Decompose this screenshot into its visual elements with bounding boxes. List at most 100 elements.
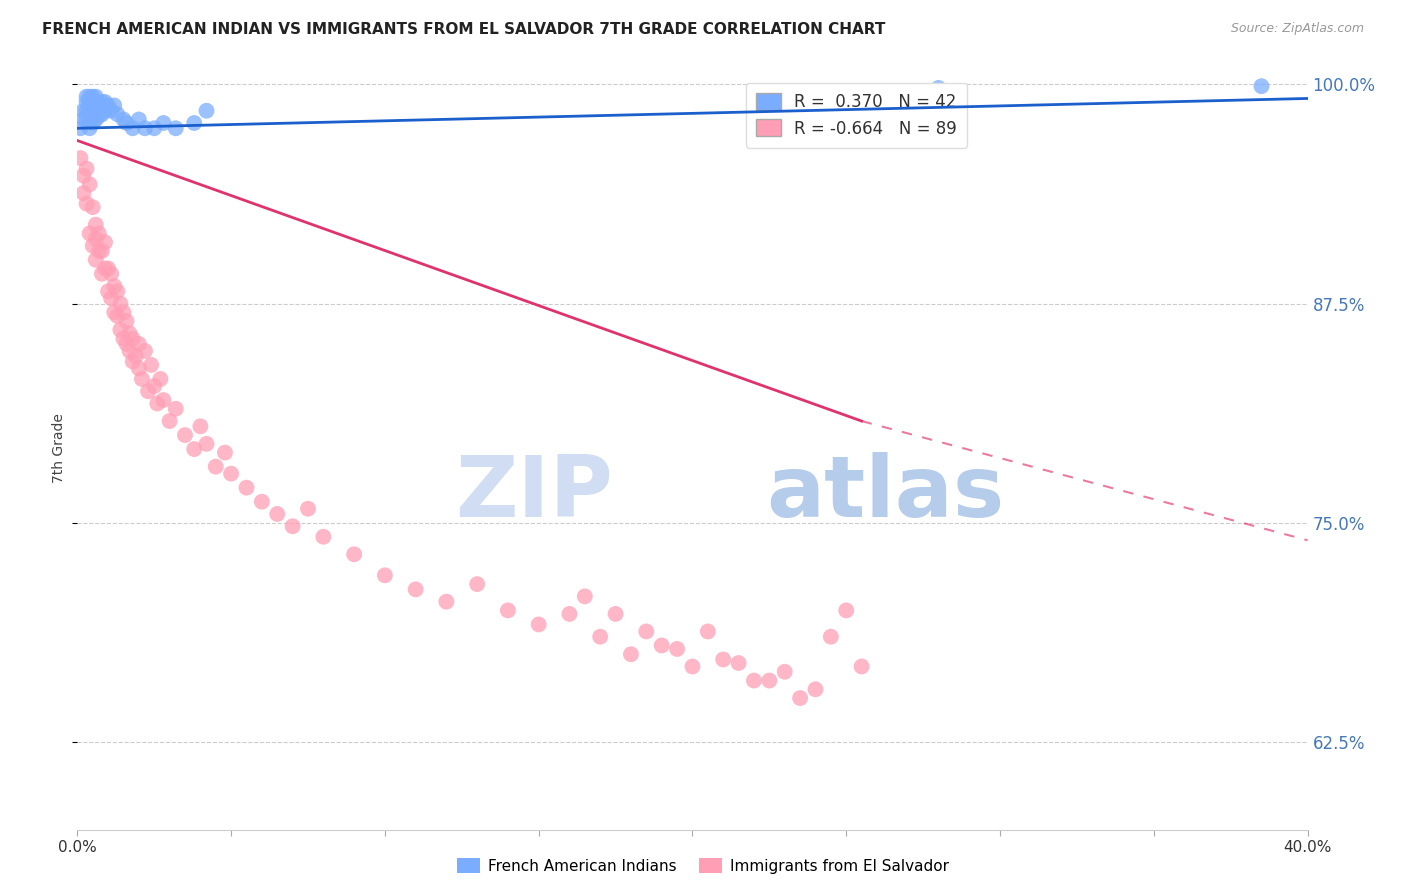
Point <box>1250 79 1272 94</box>
Point <box>121 121 143 136</box>
Point <box>94 235 117 250</box>
Point <box>82 89 104 103</box>
Point <box>97 98 120 112</box>
Point <box>696 624 718 639</box>
Point <box>121 354 143 368</box>
Point <box>128 337 150 351</box>
Point <box>149 372 172 386</box>
Point <box>72 103 94 118</box>
Point <box>84 112 107 127</box>
Point <box>97 261 120 276</box>
Point <box>727 656 749 670</box>
Point <box>758 673 780 688</box>
Point <box>558 607 581 621</box>
Point <box>76 196 98 211</box>
Point <box>235 481 257 495</box>
Point <box>131 372 153 386</box>
Point <box>76 89 98 103</box>
Text: atlas: atlas <box>766 452 1004 535</box>
Point <box>188 419 212 434</box>
Point <box>128 361 150 376</box>
Point <box>112 332 135 346</box>
Point <box>87 227 110 241</box>
Point <box>90 95 114 109</box>
Point <box>374 568 396 582</box>
Legend: R =  0.370   N = 42, R = -0.664   N = 89: R = 0.370 N = 42, R = -0.664 N = 89 <box>747 83 967 147</box>
Point <box>266 507 288 521</box>
Point <box>87 244 110 258</box>
Point <box>84 218 107 232</box>
Point <box>574 590 596 604</box>
Point <box>72 186 94 201</box>
Point <box>84 252 107 267</box>
Point <box>195 103 218 118</box>
Point <box>110 296 132 310</box>
Point <box>82 98 104 112</box>
Point <box>405 582 427 597</box>
Point <box>115 314 138 328</box>
Point <box>82 109 104 123</box>
Point <box>165 121 187 136</box>
Point <box>94 103 117 118</box>
Point <box>804 682 827 697</box>
Point <box>835 603 858 617</box>
Point <box>118 326 141 341</box>
Point <box>651 639 673 653</box>
Point <box>589 630 612 644</box>
Point <box>76 161 98 176</box>
Point <box>79 95 101 109</box>
Point <box>143 379 166 393</box>
Point <box>496 603 519 617</box>
Point <box>436 594 458 608</box>
Point <box>76 95 98 109</box>
Point <box>72 169 94 183</box>
Legend: French American Indians, Immigrants from El Salvador: French American Indians, Immigrants from… <box>451 852 955 880</box>
Point <box>82 116 104 130</box>
Point <box>820 630 842 644</box>
Point <box>343 547 366 561</box>
Text: ZIP: ZIP <box>454 452 613 535</box>
Point <box>134 343 156 358</box>
Point <box>69 151 91 165</box>
Y-axis label: 7th Grade: 7th Grade <box>52 413 66 483</box>
Point <box>69 121 91 136</box>
Point <box>72 112 94 127</box>
Point <box>103 98 125 112</box>
Point <box>84 103 107 118</box>
Point <box>152 116 174 130</box>
Point <box>105 309 128 323</box>
Point <box>79 178 101 192</box>
Point <box>90 107 114 121</box>
Point <box>87 98 110 112</box>
Point <box>112 112 135 127</box>
Point <box>134 121 156 136</box>
Point <box>82 200 104 214</box>
Point <box>219 467 242 481</box>
Point <box>84 232 107 246</box>
Point <box>312 530 335 544</box>
Point <box>682 659 704 673</box>
Point <box>76 103 98 118</box>
Point <box>79 121 101 136</box>
Point <box>620 647 643 661</box>
Point <box>174 428 197 442</box>
Point <box>159 414 181 428</box>
Point <box>94 261 117 276</box>
Point <box>666 642 689 657</box>
Point <box>105 285 128 299</box>
Point <box>103 305 125 319</box>
Point <box>250 494 273 508</box>
Point <box>79 103 101 118</box>
Point <box>851 659 873 673</box>
Point <box>100 103 122 118</box>
Point <box>90 244 114 258</box>
Point <box>125 349 148 363</box>
Point <box>110 323 132 337</box>
Point <box>90 267 114 281</box>
Point <box>789 691 811 706</box>
Text: FRENCH AMERICAN INDIAN VS IMMIGRANTS FROM EL SALVADOR 7TH GRADE CORRELATION CHAR: FRENCH AMERICAN INDIAN VS IMMIGRANTS FRO… <box>42 22 886 37</box>
Point <box>183 116 205 130</box>
Point <box>118 343 141 358</box>
Point <box>204 459 226 474</box>
Point <box>76 112 98 127</box>
